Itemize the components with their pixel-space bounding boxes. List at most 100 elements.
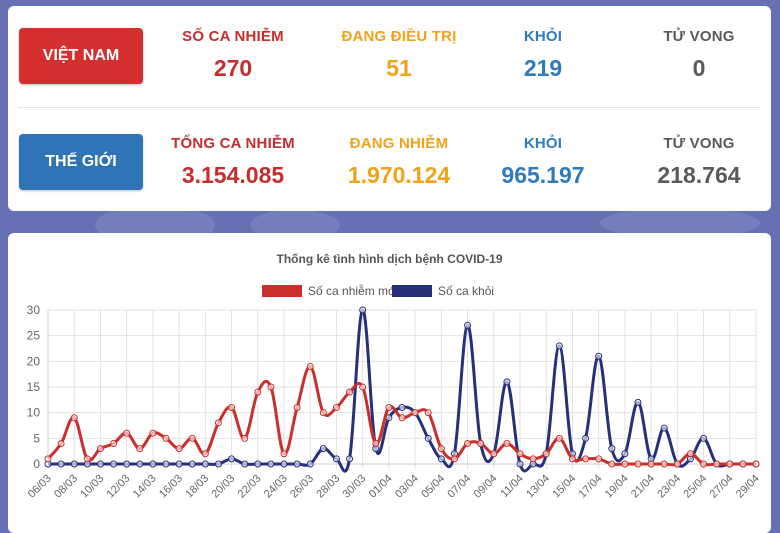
- world-button[interactable]: THẾ GIỚI: [19, 134, 143, 190]
- data-point: [306, 362, 314, 370]
- world-active-stat: ĐANG NHIỄM 1.970.124: [314, 135, 484, 189]
- data-point: [555, 342, 563, 350]
- data-point: [319, 445, 327, 453]
- stat-value: 1.970.124: [347, 162, 451, 188]
- legend-swatch: [392, 285, 432, 297]
- data-point: [332, 455, 340, 463]
- x-tick-label: 08/03: [52, 473, 80, 501]
- data-point: [136, 460, 144, 468]
- data-point: [372, 439, 380, 447]
- data-point: [293, 404, 301, 412]
- stat-label: KHỎI: [523, 135, 563, 152]
- x-tick-label: 22/03: [236, 473, 264, 501]
- data-point: [280, 460, 288, 468]
- data-point: [634, 398, 642, 406]
- stats-panel: VIỆT NAM SỐ CA NHIỄM 270 ĐANG ĐIỀU TRỊ 5…: [8, 6, 771, 211]
- x-tick-label: 20/03: [209, 473, 237, 501]
- data-point: [214, 460, 222, 468]
- data-point: [621, 460, 629, 468]
- data-point: [123, 460, 131, 468]
- x-tick-label: 09/04: [472, 473, 500, 501]
- data-point: [608, 445, 616, 453]
- data-point: [83, 455, 91, 463]
- data-point: [162, 460, 170, 468]
- vietnam-button[interactable]: VIỆT NAM: [19, 28, 143, 84]
- x-tick-label: 25/04: [681, 473, 709, 501]
- data-point: [241, 434, 249, 442]
- x-tick-label: 07/04: [445, 473, 473, 501]
- data-point: [175, 445, 183, 453]
- line-chart: 0 5 10 15 20 25 30 06/0308/0310/0312/0314/0316/…: [26, 303, 762, 501]
- data-point: [424, 434, 432, 442]
- vn-deaths-stat: TỬ VONG 0: [614, 28, 780, 82]
- y-tick-label: 30: [27, 303, 41, 317]
- data-point: [254, 460, 262, 468]
- vn-treating-stat: ĐANG ĐIỀU TRỊ 51: [314, 28, 484, 82]
- vietnam-row: VIỆT NAM SỐ CA NHIỄM 270 ĐANG ĐIỀU TRỊ 5…: [8, 6, 771, 102]
- legend-item-new-cases[interactable]: Số ca nhiễm mới: [262, 284, 399, 298]
- data-point: [568, 455, 576, 463]
- x-tick-label: 06/03: [26, 473, 54, 501]
- stat-label: ĐANG NHIỄM: [349, 135, 449, 152]
- data-point: [96, 460, 104, 468]
- stat-value: 218.764: [657, 162, 741, 188]
- y-tick-label: 0: [33, 457, 40, 471]
- x-tick-label: 17/04: [577, 473, 605, 501]
- data-point: [411, 409, 419, 417]
- x-tick-label: 14/03: [131, 473, 159, 501]
- data-point: [726, 460, 734, 468]
- data-point: [57, 460, 65, 468]
- stat-label: TỔNG CA NHIỄM: [171, 135, 295, 152]
- series-line-recovered: [48, 308, 756, 473]
- data-point: [752, 460, 760, 468]
- y-tick-label: 15: [27, 380, 41, 394]
- data-point: [516, 450, 524, 458]
- x-tick-label: 01/04: [367, 473, 395, 501]
- data-point: [267, 383, 275, 391]
- data-point: [595, 352, 603, 360]
- legend-label: Số ca nhiễm mới: [308, 284, 399, 298]
- x-tick-label: 21/04: [629, 473, 657, 501]
- data-point: [464, 321, 472, 329]
- x-tick-label: 27/04: [708, 473, 736, 501]
- data-point: [582, 455, 590, 463]
- data-point: [44, 455, 52, 463]
- data-point: [70, 460, 78, 468]
- stat-value: 51: [386, 55, 412, 81]
- stat-value: 965.197: [501, 162, 585, 188]
- x-tick-label: 23/04: [655, 473, 683, 501]
- data-point: [96, 445, 104, 453]
- data-point: [700, 460, 708, 468]
- data-point: [424, 409, 432, 417]
- data-point: [306, 460, 314, 468]
- x-tick-label: 05/04: [419, 473, 447, 501]
- vn-infected-stat: SỐ CA NHIỄM 270: [148, 28, 318, 82]
- x-tick-label: 18/03: [183, 473, 211, 501]
- data-point: [110, 460, 118, 468]
- data-point: [201, 450, 209, 458]
- data-point: [228, 455, 236, 463]
- legend-item-recovered[interactable]: Số ca khỏi: [392, 284, 494, 298]
- data-point: [359, 383, 367, 391]
- data-point: [293, 460, 301, 468]
- y-tick-label: 25: [27, 329, 41, 343]
- data-point: [201, 460, 209, 468]
- data-point: [149, 429, 157, 437]
- x-tick-label: 12/03: [105, 473, 133, 501]
- data-point: [621, 450, 629, 458]
- data-point: [319, 409, 327, 417]
- data-point: [516, 460, 524, 468]
- data-point: [57, 439, 65, 447]
- data-point: [582, 434, 590, 442]
- x-tick-label: 19/04: [603, 473, 631, 501]
- data-point: [464, 439, 472, 447]
- data-point: [136, 445, 144, 453]
- stat-label: ĐANG ĐIỀU TRỊ: [341, 28, 457, 45]
- data-point: [228, 404, 236, 412]
- data-point: [398, 404, 406, 412]
- y-tick-label: 10: [27, 406, 41, 420]
- stat-label: KHỎI: [523, 28, 563, 45]
- x-tick-label: 30/03: [341, 473, 369, 501]
- x-tick-label: 26/03: [288, 473, 316, 501]
- data-point: [267, 460, 275, 468]
